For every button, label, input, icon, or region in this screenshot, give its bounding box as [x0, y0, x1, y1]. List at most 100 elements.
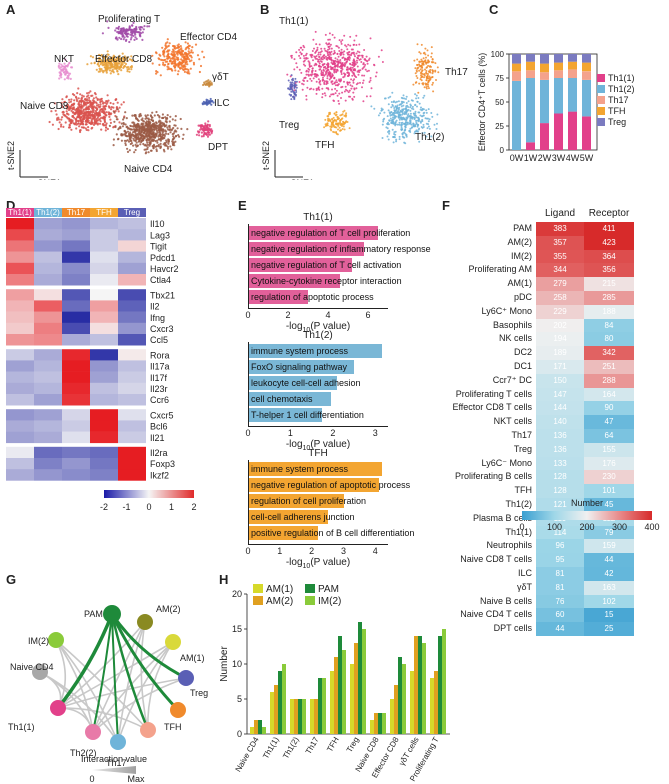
- lr-cell-ligand: 136: [536, 442, 584, 457]
- tsne-point: [409, 117, 412, 120]
- heatmap-cell: [34, 431, 62, 444]
- tsne-point: [343, 62, 346, 65]
- tsne-point: [183, 70, 186, 73]
- tsne-point: [398, 103, 401, 106]
- tsne-point: [138, 140, 141, 143]
- tsne-point: [61, 116, 64, 119]
- tsne-point: [180, 47, 183, 50]
- tsne-point: [380, 49, 383, 52]
- tsne-point: [301, 82, 304, 85]
- heatmap-cell: [90, 218, 118, 230]
- bar: [294, 699, 298, 734]
- tsne-point: [148, 134, 151, 137]
- heatmap-cell: [90, 300, 118, 312]
- tsne-point: [427, 54, 430, 57]
- tsne-point: [63, 66, 67, 69]
- tsne-point: [311, 69, 314, 72]
- tsne-point: [290, 90, 293, 93]
- tsne-point: [78, 104, 81, 107]
- heatmap-cell: [90, 371, 118, 384]
- go-x-tick-label: 4: [325, 310, 331, 320]
- gene-label: Ifng: [150, 313, 165, 323]
- tsne-point: [335, 79, 338, 82]
- tsne-point: [101, 60, 104, 63]
- tsne-point: [309, 53, 312, 56]
- go-group-th1-1-: Th1(1) negative regulation of T cell prol…: [232, 212, 444, 334]
- tsne-point: [109, 118, 112, 121]
- tsne-point: [60, 76, 63, 79]
- tsne-point: [70, 66, 73, 69]
- tsne-point: [127, 32, 130, 35]
- tsne-point: [93, 120, 97, 123]
- tsne-point: [167, 63, 170, 66]
- tsne-point: [353, 88, 356, 91]
- tsne-point: [108, 69, 112, 72]
- tsne-point: [402, 104, 405, 107]
- tsne-point: [393, 131, 396, 134]
- node-label: Naive CD4: [10, 662, 54, 672]
- cluster-label: Th1(1): [279, 16, 308, 27]
- tsne-point: [431, 115, 434, 118]
- tsne-point: [318, 43, 321, 46]
- tsne-point: [424, 61, 427, 64]
- tsne-point: [331, 83, 334, 86]
- tsne-point: [324, 123, 327, 126]
- bar-segment: [582, 54, 591, 63]
- tsne-point: [104, 129, 107, 132]
- tsne-point: [82, 104, 85, 107]
- y-axis-label: Number: [219, 646, 230, 682]
- tsne-point: [151, 135, 154, 138]
- tsne-point: [156, 124, 159, 127]
- tsne-point: [80, 97, 83, 100]
- bar: [362, 629, 366, 734]
- tsne-point: [418, 111, 421, 114]
- tsne-point: [362, 79, 365, 82]
- tsne-point: [387, 131, 389, 133]
- tsne-point: [345, 88, 347, 91]
- tsne-point: [126, 150, 130, 153]
- tsne-point: [128, 40, 131, 44]
- tsne-point: [207, 120, 210, 123]
- tsne-point: [66, 107, 69, 110]
- cluster-label: NKT: [54, 54, 74, 65]
- y-tick-label: 0: [500, 146, 505, 155]
- tsne-point: [174, 58, 177, 61]
- tsne-point: [185, 60, 188, 64]
- tsne-point: [174, 124, 177, 127]
- tsne-point: [168, 56, 171, 59]
- tsne-point: [300, 53, 303, 56]
- tsne-point: [124, 130, 127, 133]
- tsne-point: [125, 117, 128, 120]
- bar-segment: [582, 62, 591, 72]
- tsne-point: [299, 57, 302, 60]
- tsne-point: [90, 118, 93, 122]
- tsne-point: [328, 42, 331, 45]
- tsne-point: [338, 78, 341, 81]
- tsne-point: [109, 121, 112, 124]
- tsne-point: [419, 65, 422, 68]
- go-bar: [248, 510, 328, 524]
- tsne-point: [416, 100, 419, 103]
- tsne-point: [344, 63, 347, 66]
- tsne-point: [157, 57, 160, 60]
- tsne-point: [140, 130, 143, 133]
- tsne-point: [333, 77, 336, 80]
- lr-cell-receptor: 90: [584, 401, 634, 416]
- tsne-point: [63, 62, 66, 65]
- tsne-point: [379, 112, 382, 115]
- tsne-point: [208, 83, 211, 86]
- tsne-point: [318, 88, 321, 91]
- tsne-point: [353, 43, 355, 46]
- tsne-point: [159, 139, 162, 142]
- tsne-point: [132, 137, 135, 140]
- bar: [254, 720, 258, 734]
- tsne-point: [348, 127, 351, 130]
- lr-legend-tick: 300: [611, 522, 628, 532]
- heatmap-cell: [90, 322, 118, 335]
- tsne-point: [151, 133, 154, 136]
- tsne-point: [203, 126, 206, 129]
- tsne-point: [107, 99, 110, 102]
- heatmap-cell: [118, 289, 146, 301]
- tsne-point: [208, 133, 211, 136]
